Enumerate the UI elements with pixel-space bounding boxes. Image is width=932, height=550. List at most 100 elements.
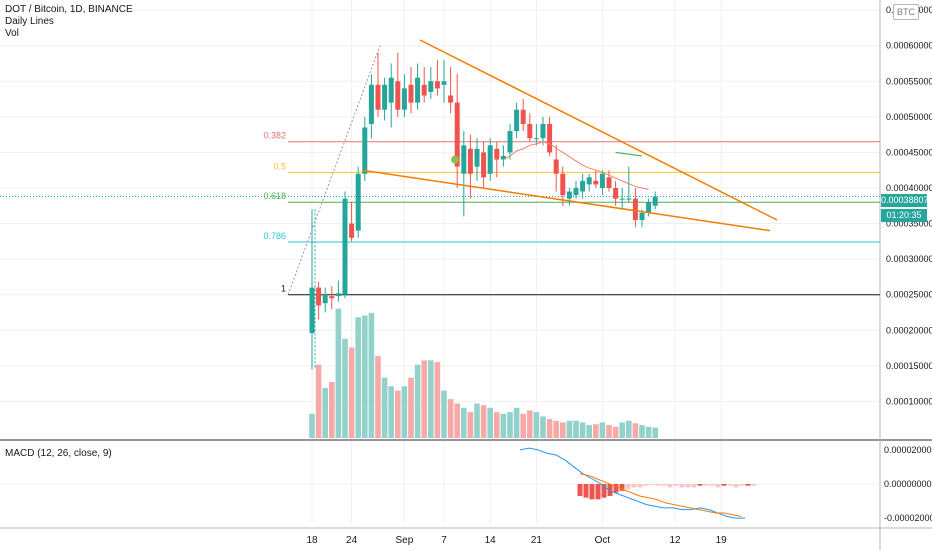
macd-histogram-bar (655, 484, 661, 486)
macd-histogram-bar (703, 484, 709, 486)
candle-body (382, 84, 388, 110)
candle-body (434, 81, 440, 89)
volume-bar (553, 420, 559, 438)
candle-body (566, 191, 572, 199)
time-tick-label: 7 (441, 535, 447, 546)
candle-body (652, 196, 658, 206)
candle-body (335, 293, 341, 297)
macd-histogram-bar (643, 484, 649, 486)
candle-body (573, 187, 579, 196)
volume-bar (487, 407, 493, 438)
time-tick-label: 24 (346, 535, 358, 546)
candle-body (514, 109, 520, 132)
volume-bar (520, 413, 526, 438)
volume-bar (599, 422, 606, 438)
candle-body (560, 173, 566, 196)
volume-bar (632, 423, 639, 438)
volume-bar (375, 356, 381, 438)
signal-dot (451, 155, 459, 164)
macd-line (519, 447, 745, 519)
candle-body (349, 223, 355, 238)
candle-body (322, 294, 328, 304)
short-green-line (615, 151, 643, 157)
candle-body (553, 159, 559, 174)
candle-body (454, 102, 460, 167)
macd-histogram-bar (709, 484, 715, 486)
candle-body (368, 84, 374, 124)
volume-bar (494, 412, 500, 438)
currency-badge[interactable]: BTC (893, 4, 919, 20)
candle-body (316, 287, 322, 306)
candle-body (362, 127, 368, 174)
macd-histogram-bar (745, 484, 751, 486)
symbol-title[interactable]: DOT / Bitcoin, 1D, BINANCE (5, 4, 133, 15)
last-price-tag: 0.00038807 (881, 194, 929, 207)
volume-bar (546, 419, 553, 438)
volume-bar (309, 413, 315, 438)
candle-body (415, 77, 421, 103)
volume-bar (474, 403, 480, 438)
volume-bar (500, 413, 507, 438)
macd-tick-label: 0.00000000 (884, 479, 932, 489)
candle-body (474, 148, 480, 167)
volume-bar (645, 426, 652, 438)
volume-bar (566, 420, 573, 438)
candle-body (639, 212, 645, 220)
macd-histogram-bar (631, 484, 637, 488)
volume-bar (527, 410, 533, 438)
volume-bar (335, 308, 342, 438)
macd-histogram-bar (727, 484, 733, 486)
candle-body (375, 84, 381, 110)
volume-bar (573, 420, 579, 438)
candle-body (494, 148, 500, 160)
time-tick-label: Oct (595, 535, 611, 546)
time-tick-label: Sep (396, 535, 414, 546)
volume-bar (329, 381, 335, 438)
price-tick-label: 0.00020000 (886, 325, 932, 335)
fib-level-label: 0.5 (273, 161, 286, 171)
volume-bar (540, 416, 546, 438)
moving-average-line (503, 141, 649, 190)
volume-bar (586, 425, 592, 438)
fib-level-label: 0.786 (263, 231, 286, 241)
macd-histogram-bar (607, 484, 613, 496)
indicator-daily-lines[interactable]: Daily Lines (5, 16, 54, 27)
volume-bar (461, 407, 467, 438)
volume-bar (513, 407, 520, 438)
price-tick-label: 0.00060000 (886, 41, 932, 51)
macd-tick-label: -0.00002000 (884, 513, 932, 523)
volume-bar (612, 426, 619, 438)
volume-bar (533, 412, 540, 438)
candle-body (586, 177, 592, 185)
macd-histogram-bar (649, 484, 655, 485)
fib-level-label: 1 (281, 284, 286, 294)
macd-histogram-bar (577, 484, 583, 496)
countdown-tag: 01:20:35 (881, 209, 927, 222)
volume-bar (619, 422, 625, 438)
macd-legend[interactable]: MACD (12, 26, close, 9) (5, 448, 112, 459)
volume-bar (348, 347, 355, 438)
candle-body (606, 177, 612, 188)
price-tick-label: 0.00040000 (886, 183, 932, 193)
candle-body (487, 145, 493, 174)
macd-histogram-bar (673, 484, 679, 486)
macd-histogram-bar (613, 484, 619, 493)
volume-bar (447, 399, 454, 438)
price-tick-label: 0.00050000 (886, 112, 932, 122)
time-tick-label: 14 (485, 535, 497, 546)
candle-body (580, 180, 586, 192)
candle-body (401, 88, 407, 110)
fib-level-label: 0.382 (263, 131, 286, 141)
volume-bar (322, 387, 328, 438)
volume-bar (441, 390, 447, 438)
candle-body (421, 84, 427, 96)
candle-body (467, 148, 473, 174)
volume-bar (362, 315, 368, 438)
volume-bar (381, 377, 388, 438)
macd-histogram-bar (679, 484, 685, 488)
indicator-volume[interactable]: Vol (5, 28, 19, 39)
candle-body (448, 95, 454, 103)
candle-body (329, 296, 335, 299)
macd-histogram-bar (619, 484, 625, 491)
